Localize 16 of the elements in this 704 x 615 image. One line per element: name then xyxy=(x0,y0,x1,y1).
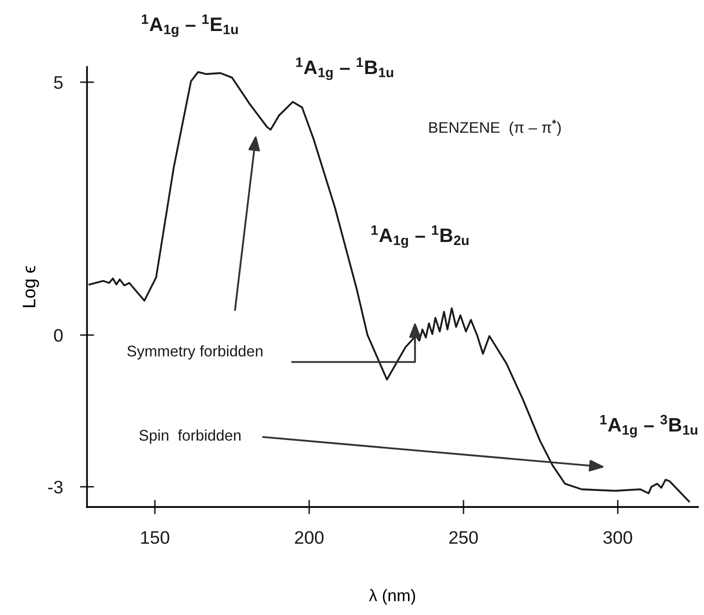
x-tick-label: 250 xyxy=(449,531,478,544)
annotation: Symmetry forbidden xyxy=(127,345,262,360)
annotation: $^{1}$A$_{1g}$ – $^{1}$B$_{2u}$ xyxy=(372,225,468,248)
annotation: $^{1}$A$_{1g}$ – $^{1}$B$_{1u}$ xyxy=(296,58,394,80)
y-tick-label: 0 xyxy=(54,328,63,342)
x-axis-title: λ (nm) xyxy=(369,589,416,605)
x-tick-label: 150 xyxy=(141,531,170,544)
annotation: Spin forbidden xyxy=(139,430,240,444)
annotation: $^{1}$A$_{1g}$ – $^{3}$B$_{1u}$ xyxy=(600,414,698,438)
text: $^{1}$A$_{1g}$ – $^{1}$E$_{1u}$ xyxy=(142,14,238,37)
x-tick-label: 200 xyxy=(295,531,324,544)
annotation: BENZENE (π – π$^{*}$) xyxy=(429,120,561,136)
y-tick-label: -3 xyxy=(48,480,63,494)
y-tick-label: 5 xyxy=(54,76,63,89)
x-tick-label: 300 xyxy=(603,531,632,544)
y-axis-title: Log ϵ xyxy=(22,266,40,308)
